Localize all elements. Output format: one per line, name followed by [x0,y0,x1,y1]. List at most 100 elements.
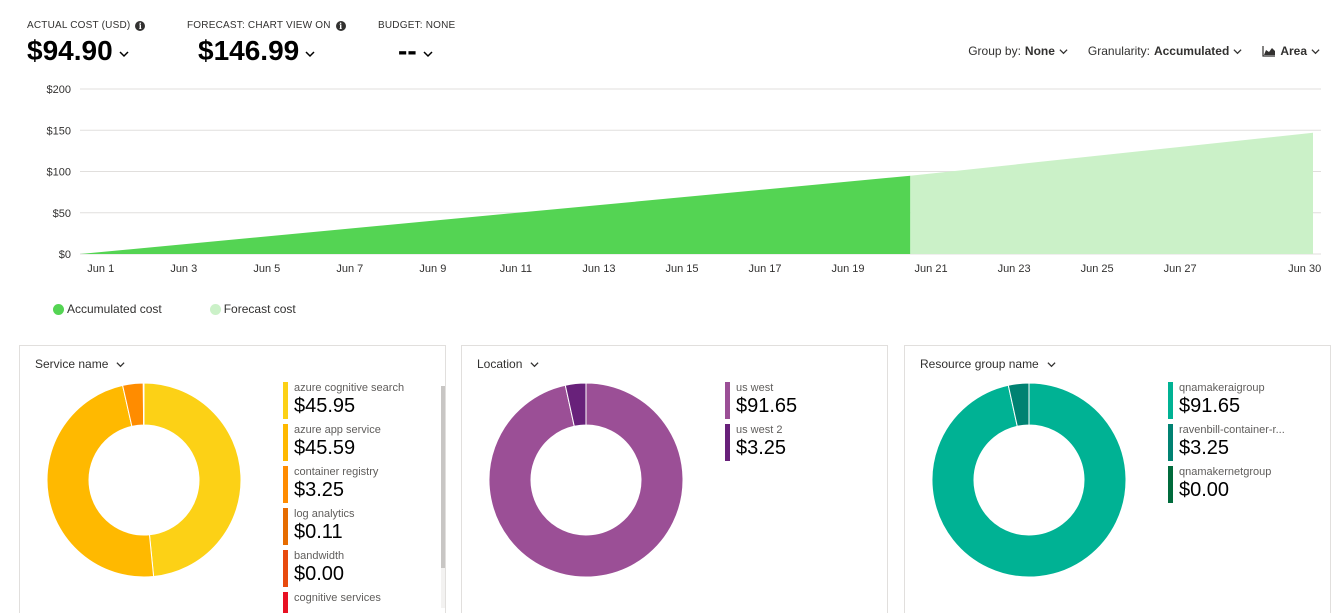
list-item[interactable]: us west 2 $3.25 [725,424,865,466]
granularity-dropdown[interactable]: Granularity: Accumulated [1088,44,1242,58]
list-item-value: $3.25 [1179,437,1230,459]
donut-chart [46,382,242,578]
x-tick-label: Jun 7 [336,263,363,275]
chevron-down-icon[interactable] [423,49,433,59]
list-item[interactable]: azure app service $45.59 [283,424,423,466]
info-icon[interactable]: i [335,20,346,31]
info-icon[interactable]: i [135,20,146,31]
card-breakdown-list: us west $91.65 us west 2 $3.25 [725,382,865,466]
legend-swatch [209,303,221,315]
list-item-name: azure cognitive search [294,382,405,394]
chevron-down-icon [1059,48,1068,54]
kpi-label: BUDGET: NONE [378,20,455,31]
list-item[interactable]: cognitive services [283,592,423,613]
chart-type-value: Area [1280,44,1307,58]
list-color-bar [283,508,288,545]
x-tick-label: Jun 19 [832,263,865,275]
chevron-down-icon [1047,361,1056,367]
list-item[interactable]: us west $91.65 [725,382,865,424]
legend-label: Forecast cost [223,302,296,316]
list-item-name: cognitive services [294,592,381,604]
kpi-label: FORECAST: CHART VIEW ON i [187,20,346,31]
list-item-name: azure app service [294,424,381,436]
chevron-down-icon [1233,48,1242,54]
donut-slice[interactable] [143,382,242,578]
list-item[interactable]: log analytics $0.11 [283,508,423,550]
donut-slice[interactable] [564,382,587,427]
y-tick-label: $100 [47,167,71,179]
x-tick-label: Jun 21 [915,263,948,275]
x-tick-label: Jun 9 [419,263,446,275]
list-color-bar [1168,424,1173,461]
service-name-card: Service name azure cognitive search $45.9… [19,345,446,613]
y-tick-label: $150 [47,125,71,137]
list-item-value: $3.25 [294,479,345,501]
list-color-bar [1168,466,1173,503]
x-tick-label: Jun 3 [170,263,197,275]
list-item[interactable]: ravenbill-container-r... $3.25 [1168,424,1308,466]
list-item-name: qnamakernetgroup [1179,466,1272,478]
list-item[interactable]: bandwidth $0.00 [283,550,423,592]
list-item[interactable]: container registry $3.25 [283,466,423,508]
donut-slice[interactable] [46,384,155,578]
list-color-bar [725,382,730,419]
resource-group-card: Resource group name qnamakeraigroup $91.6… [904,345,1331,613]
donut-slice[interactable] [142,382,145,426]
kpi-value-text: $146.99 [198,35,300,66]
group-by-dropdown[interactable]: Group by: None [968,44,1068,58]
granularity-value: Accumulated [1153,44,1230,58]
donut-slice[interactable] [488,382,684,578]
list-color-bar [283,466,288,503]
x-tick-label: Jun 17 [748,263,781,275]
list-color-bar [283,382,288,419]
y-tick-label: $0 [59,249,71,261]
list-item-name: qnamakeraigroup [1179,382,1265,394]
x-tick-label: Jun 27 [1164,263,1197,275]
legend-item-accumulated[interactable]: Accumulated cost [53,302,162,316]
chevron-down-icon[interactable] [305,49,315,59]
list-item[interactable]: qnamakernetgroup $0.00 [1168,466,1308,508]
x-tick-label: Jun 5 [253,263,280,275]
donut-chart [488,382,684,578]
chart-type-dropdown[interactable]: Area [1262,44,1320,58]
location-card: Location us west $91.65 us west 2 $3.25 [461,345,888,613]
x-tick-label: Jun 11 [500,263,532,275]
y-tick-label: $50 [53,208,71,220]
scrollbar-thumb[interactable] [441,386,445,568]
legend-item-forecast[interactable]: Forecast cost [209,302,296,316]
kpi-label-text: ACTUAL COST (USD) [27,20,131,31]
chevron-down-icon[interactable] [119,49,129,59]
list-item-value: $0.00 [294,563,345,585]
kpi-actual-cost[interactable]: ACTUAL COST (USD) i $94.90 [27,20,146,67]
list-item-value: $0.11 [294,521,343,543]
kpi-forecast[interactable]: FORECAST: CHART VIEW ON i $146.99 [187,20,346,67]
card-title: Service name [35,357,109,371]
list-item-value: $3.25 [736,437,787,459]
kpi-budget[interactable]: BUDGET: NONE -- [378,20,455,67]
area-series-accumulated[interactable] [80,175,911,254]
list-item[interactable]: azure cognitive search $45.95 [283,382,423,424]
y-tick-label: $200 [47,84,71,96]
legend-label: Accumulated cost [67,302,162,316]
donut-slice[interactable] [931,382,1127,578]
card-title: Resource group name [920,357,1039,371]
area-series-forecast[interactable] [910,132,1313,254]
x-tick-label: Jun 15 [665,263,698,275]
list-item-value: $0.00 [1179,479,1230,501]
donut-slice[interactable] [1007,382,1030,427]
legend-swatch [53,303,64,315]
list-item-name: us west 2 [736,424,783,436]
x-tick-label: Jun 25 [1081,263,1114,275]
scrollbar[interactable] [441,386,445,608]
kpi-value: $146.99 [187,35,346,67]
list-item-value: $91.65 [1179,395,1241,417]
list-color-bar [283,424,288,461]
list-item[interactable]: qnamakeraigroup $91.65 [1168,382,1308,424]
card-title-dropdown[interactable]: Service name [35,357,125,371]
granularity-label: Granularity: [1087,44,1150,58]
card-title-dropdown[interactable]: Location [477,357,539,371]
card-title-dropdown[interactable]: Resource group name [920,357,1056,371]
list-color-bar [1168,382,1173,419]
kpi-value: $94.90 [27,35,145,67]
